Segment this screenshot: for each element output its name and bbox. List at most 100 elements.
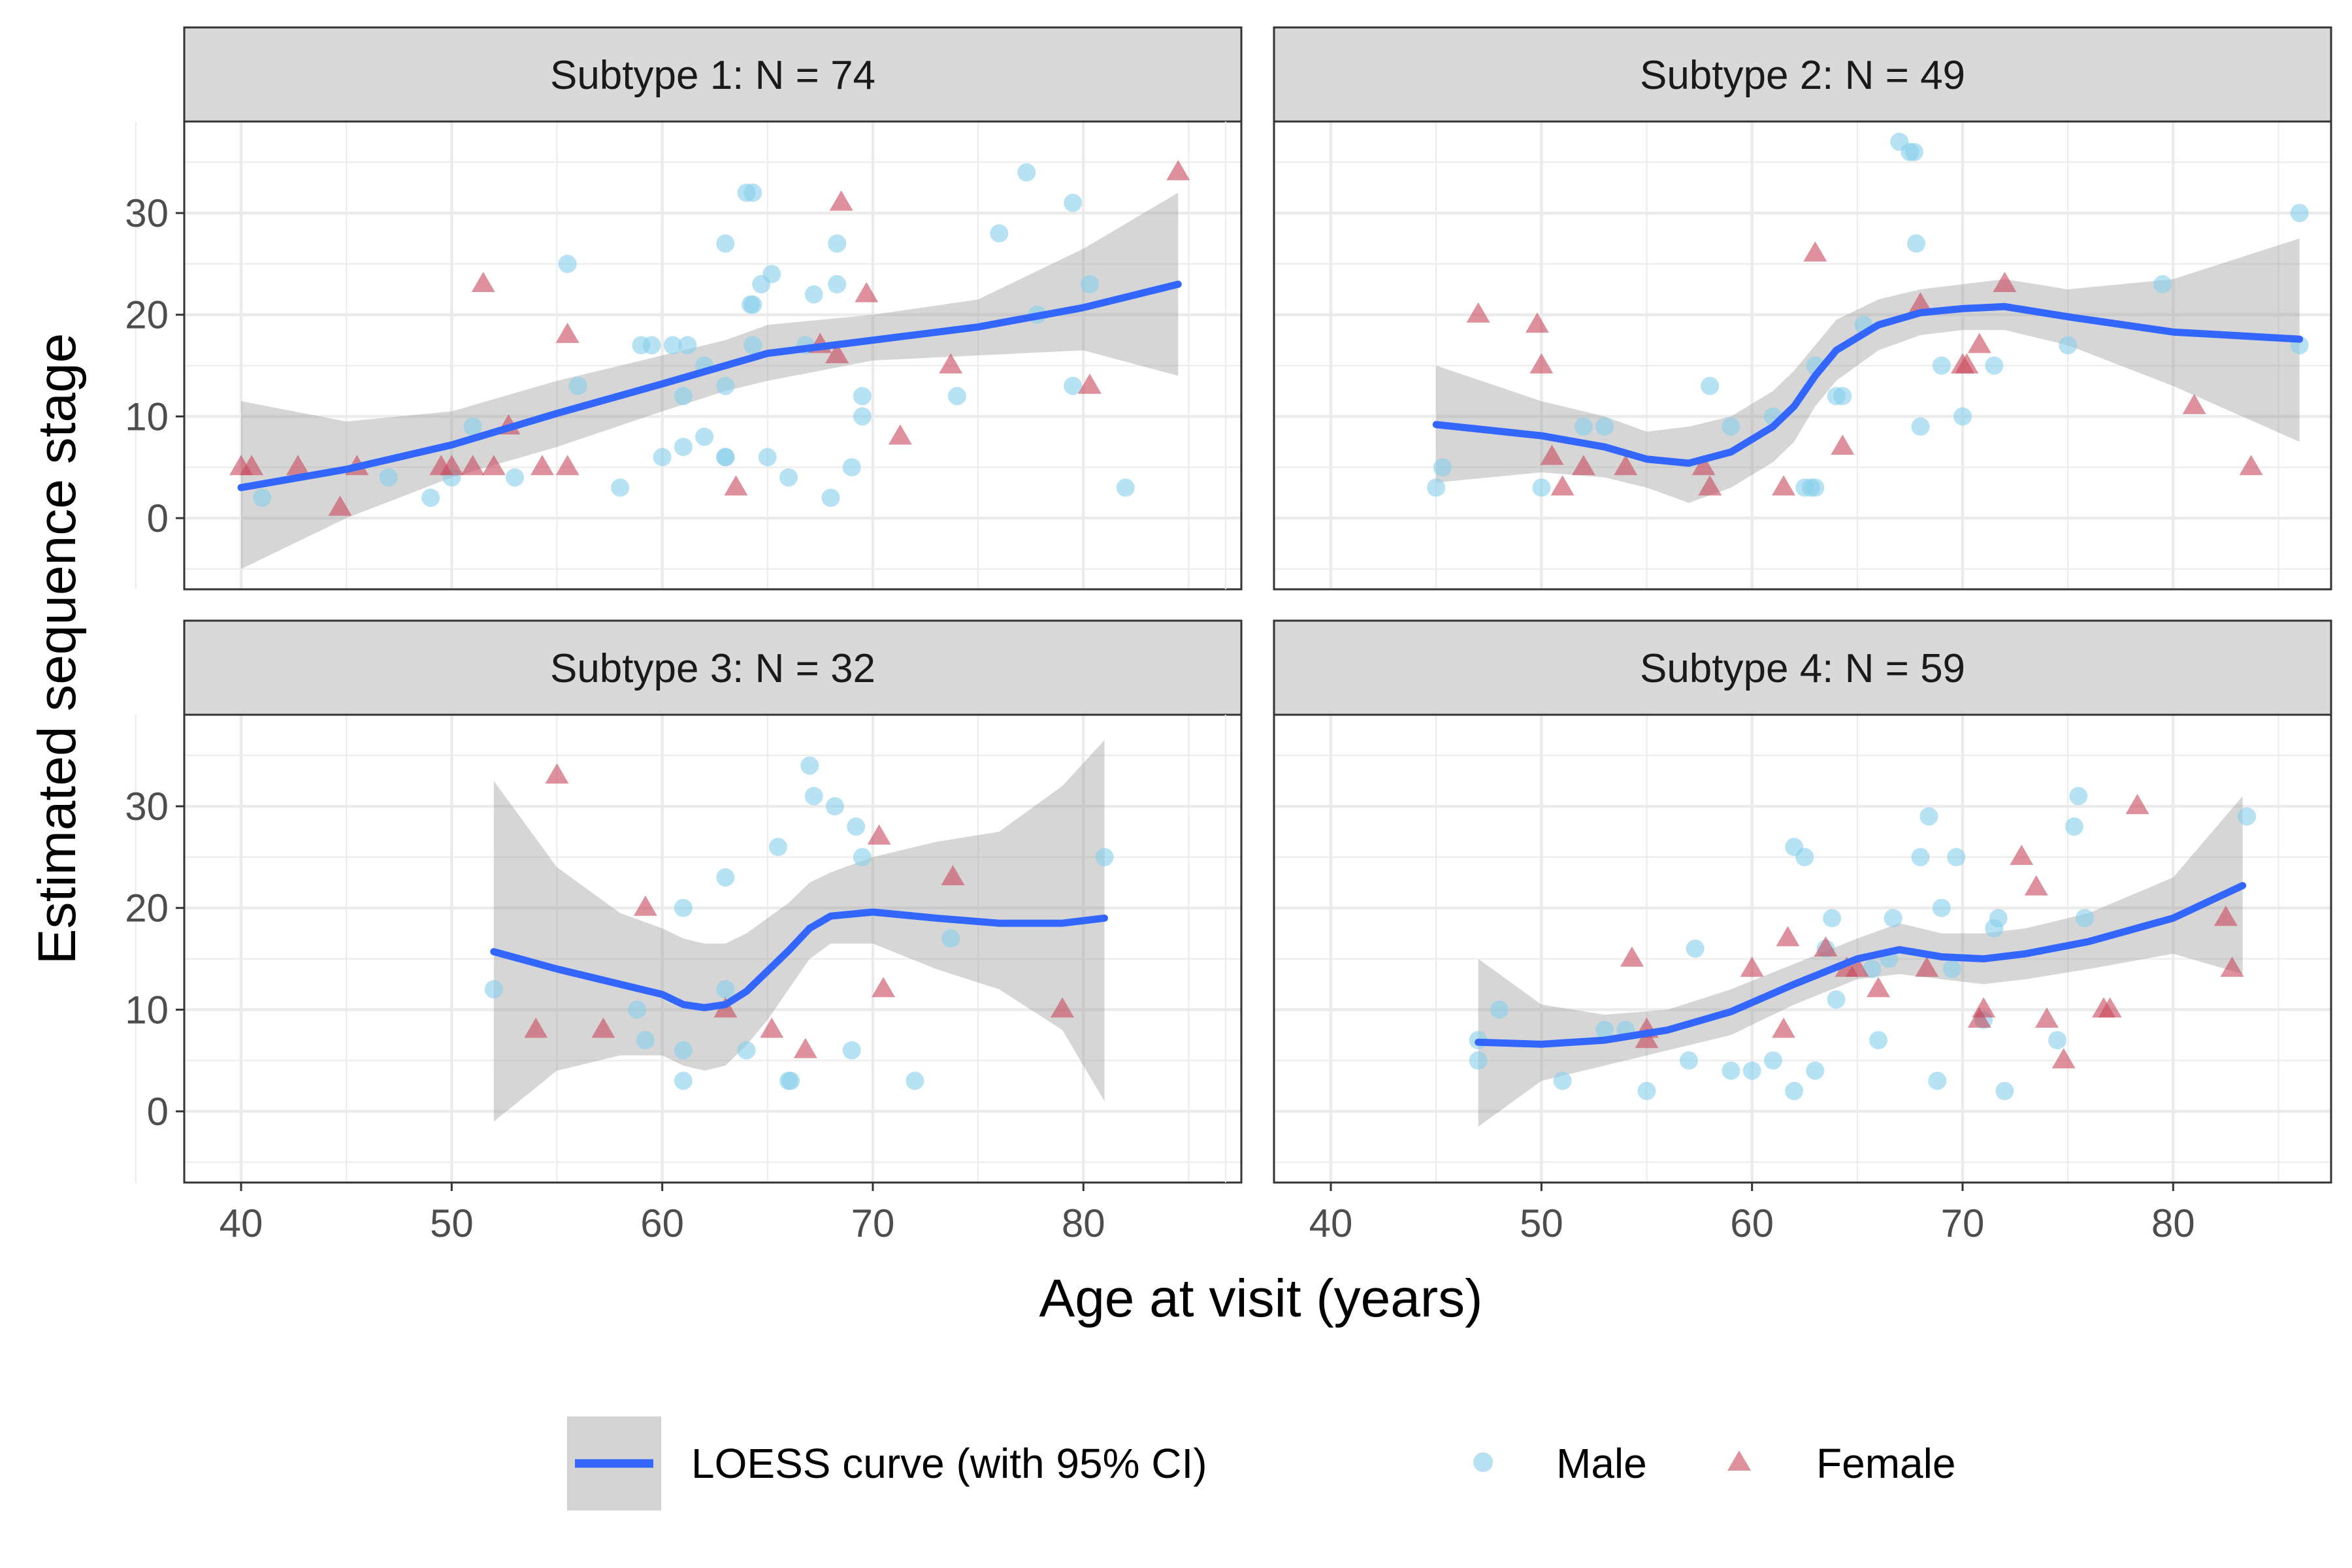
x-tick-label: 70 bbox=[1941, 1201, 1985, 1245]
female-point bbox=[2098, 997, 2122, 1018]
legend-label-female: Female bbox=[1816, 1440, 1955, 1487]
legend-key-male bbox=[1473, 1452, 1493, 1472]
male-point bbox=[758, 448, 777, 466]
legend-label-loess: LOESS curve (with 95% CI) bbox=[691, 1440, 1207, 1487]
plot-background bbox=[1274, 715, 2331, 1183]
female-point bbox=[240, 455, 264, 476]
male-point bbox=[1863, 960, 1882, 979]
male-point bbox=[674, 1071, 693, 1090]
plot-background bbox=[1274, 122, 2331, 589]
male-point bbox=[695, 427, 714, 446]
male-point bbox=[2238, 807, 2257, 826]
facet-strip-title: Subtype 2: N = 49 bbox=[1640, 53, 1965, 98]
male-point bbox=[847, 817, 866, 836]
legend: LOESS curve (with 95% CI) Male Female bbox=[567, 1416, 1955, 1511]
male-point bbox=[1884, 909, 1903, 928]
gridlines bbox=[135, 122, 1241, 589]
male-point bbox=[484, 980, 503, 999]
female-point bbox=[555, 455, 580, 476]
male-point bbox=[506, 468, 525, 487]
loess-ci-band bbox=[1436, 238, 2300, 503]
male-point bbox=[853, 847, 872, 866]
facet-strip-title: Subtype 4: N = 59 bbox=[1640, 646, 1965, 691]
x-axis-title: Age at visit (years) bbox=[1039, 1269, 1483, 1328]
male-point bbox=[842, 458, 861, 477]
female-point bbox=[591, 1017, 615, 1038]
female-point bbox=[2213, 906, 2238, 926]
male-point bbox=[716, 980, 735, 999]
female-point bbox=[471, 272, 495, 293]
male-point bbox=[642, 336, 661, 355]
female-point bbox=[1466, 302, 1490, 323]
male-point bbox=[743, 336, 762, 355]
facet-strip bbox=[1273, 619, 2332, 716]
male-point bbox=[762, 265, 781, 284]
male-point bbox=[716, 448, 735, 466]
male-point bbox=[379, 468, 398, 487]
loess-curve bbox=[1475, 881, 2247, 1048]
female-point bbox=[1550, 475, 1575, 496]
y-tick-label: 0 bbox=[147, 1090, 169, 1134]
male-point bbox=[2075, 909, 2094, 928]
male-point bbox=[1595, 417, 1614, 436]
facet-panel-3: Subtype 3: N = 32 bbox=[135, 619, 1243, 1184]
male-point bbox=[674, 1041, 693, 1060]
female-point bbox=[2125, 794, 2149, 815]
male-point bbox=[1064, 193, 1083, 212]
male-point bbox=[421, 488, 440, 507]
male-point bbox=[1833, 387, 1852, 406]
female-point bbox=[1908, 292, 1933, 313]
male-point bbox=[906, 1071, 924, 1090]
male-point bbox=[1795, 847, 1814, 866]
female-point bbox=[793, 1037, 817, 1058]
male-point bbox=[853, 407, 872, 426]
male-point bbox=[821, 488, 840, 507]
x-tick-label: 50 bbox=[1520, 1201, 1563, 1245]
female-point bbox=[760, 1017, 784, 1038]
male-point bbox=[1095, 847, 1114, 866]
x-tick-label: 40 bbox=[1309, 1201, 1353, 1245]
female-point bbox=[855, 282, 879, 302]
male-point bbox=[743, 183, 762, 202]
y-tick-label: 30 bbox=[125, 191, 169, 235]
female-point bbox=[2239, 455, 2263, 476]
male-point bbox=[1942, 960, 1961, 979]
male-point bbox=[1911, 417, 1930, 436]
female-point bbox=[1529, 353, 1554, 374]
female-point bbox=[1620, 946, 1644, 967]
male-point bbox=[1932, 898, 1951, 917]
y-tick-label: 20 bbox=[125, 887, 169, 930]
male-point bbox=[1806, 1061, 1825, 1080]
female-point bbox=[939, 353, 963, 374]
male-point bbox=[663, 336, 682, 355]
male-point bbox=[1637, 1081, 1656, 1100]
male-point bbox=[1595, 1021, 1614, 1039]
plot-content bbox=[1427, 133, 2309, 503]
male-point bbox=[2065, 817, 2083, 836]
female-point bbox=[888, 424, 912, 445]
male-point bbox=[1064, 376, 1083, 395]
facet-panel-1: Subtype 1: N = 74 bbox=[135, 26, 1243, 591]
male-point bbox=[558, 254, 577, 273]
female-point bbox=[1077, 373, 1102, 394]
male-point bbox=[611, 478, 630, 497]
y-tick-label: 10 bbox=[125, 988, 169, 1032]
female-point bbox=[482, 455, 506, 476]
male-point bbox=[990, 224, 1009, 243]
male-point bbox=[674, 438, 693, 457]
female-point bbox=[1166, 159, 1190, 180]
plot-content bbox=[484, 740, 1114, 1122]
plot-content bbox=[1469, 787, 2257, 1127]
female-point bbox=[867, 824, 891, 845]
y-tick-label: 20 bbox=[125, 293, 169, 337]
male-point bbox=[716, 376, 735, 395]
female-point bbox=[1771, 475, 1795, 496]
female-point bbox=[440, 455, 464, 476]
x-tick-label: 80 bbox=[1062, 1201, 1105, 1245]
female-point bbox=[1525, 312, 1549, 333]
female-point bbox=[524, 1017, 548, 1038]
female-point bbox=[1867, 977, 1891, 998]
male-point bbox=[800, 756, 819, 775]
male-point bbox=[1469, 1051, 1488, 1070]
female-point bbox=[1915, 956, 1939, 977]
